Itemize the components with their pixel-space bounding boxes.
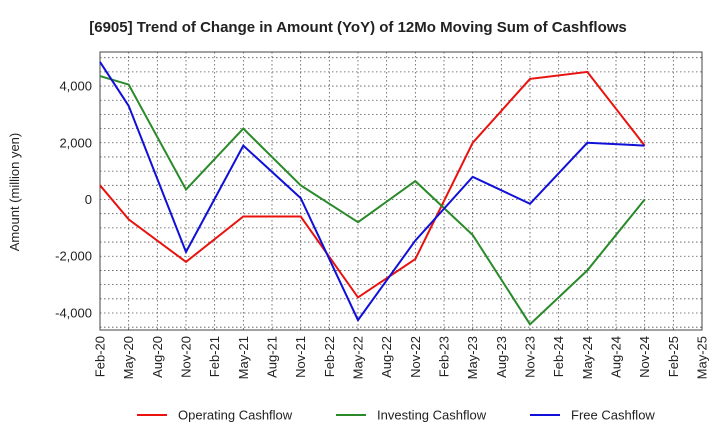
x-tick-label: Feb-22 <box>322 336 337 377</box>
y-tick-label: 4,000 <box>59 79 92 94</box>
x-tick-label: Aug-20 <box>150 336 165 378</box>
y-axis-label: Amount (million yen) <box>7 133 22 252</box>
x-tick-label: Aug-24 <box>609 336 624 378</box>
legend-label-investing-cashflow: Investing Cashflow <box>377 408 487 423</box>
legend: Operating Cashflow Investing Cashflow Free… <box>137 408 655 423</box>
x-tick-label: Aug-21 <box>265 336 280 378</box>
x-tick-label: Nov-22 <box>408 336 423 378</box>
x-tick-label: Feb-24 <box>551 336 566 377</box>
series-line-operating-cashflow <box>99 70 646 299</box>
x-tick-label: Feb-21 <box>207 336 222 377</box>
x-tick-label: May-20 <box>121 336 136 379</box>
legend-label-operating-cashflow: Operating Cashflow <box>178 408 293 423</box>
grid <box>99 52 703 330</box>
x-tick-label: Nov-23 <box>523 336 538 378</box>
x-tick-label: Feb-25 <box>666 336 681 377</box>
plot-frame <box>99 51 703 331</box>
x-tick-label: Feb-20 <box>93 336 108 377</box>
x-tick-label: May-25 <box>695 336 710 379</box>
series <box>99 61 646 326</box>
x-tick-label: Nov-21 <box>293 336 308 378</box>
x-tick-label: Nov-20 <box>179 336 194 378</box>
x-tick-label: May-22 <box>351 336 366 379</box>
y-tick-label: 2,000 <box>59 135 92 150</box>
x-tick-label: Aug-22 <box>379 336 394 378</box>
chart-title: [6905] Trend of Change in Amount (YoY) o… <box>89 19 627 36</box>
series-line-investing-cashflow <box>99 75 646 326</box>
y-tick-labels: -4,000 -2,000 0 2,000 4,000 <box>55 79 92 321</box>
x-tick-label: Nov-24 <box>637 336 652 378</box>
y-tick-label: 0 <box>85 192 92 207</box>
y-tick-label: -4,000 <box>55 305 92 320</box>
y-tick-label: -2,000 <box>55 249 92 264</box>
series-line-free-cashflow <box>99 61 645 323</box>
x-tick-label: May-21 <box>236 336 251 379</box>
x-tick-label: Aug-23 <box>494 336 509 378</box>
x-tick-label: May-24 <box>580 336 595 379</box>
legend-label-free-cashflow: Free Cashflow <box>571 408 655 423</box>
x-tick-label: May-23 <box>465 336 480 379</box>
x-tick-labels: Feb-20 May-20 Aug-20 Nov-20 Feb-21 May-21 Aug-… <box>93 336 710 379</box>
x-tick-label: Feb-23 <box>437 336 452 377</box>
